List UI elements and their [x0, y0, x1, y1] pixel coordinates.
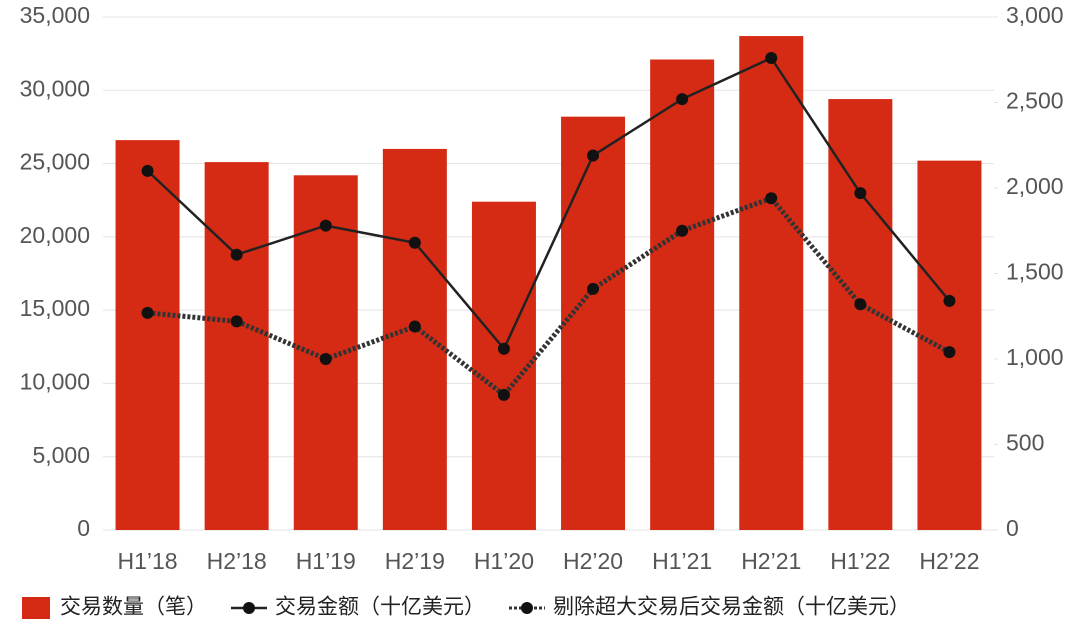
- y2-tick-label: 1,000: [1006, 344, 1064, 370]
- marker: [765, 192, 778, 205]
- x-tick-label: H1’20: [474, 548, 534, 574]
- line: [146, 56, 951, 352]
- x-tick-label: H1’22: [830, 548, 890, 574]
- x-tick-label: H1’18: [117, 548, 177, 574]
- marker: [676, 93, 689, 106]
- x-tick-label: H1’19: [296, 548, 356, 574]
- legend-label: 交易数量（笔）: [60, 596, 207, 619]
- x-tick-label: H2’18: [207, 548, 267, 574]
- marker: [230, 248, 243, 261]
- marker: [497, 342, 510, 355]
- legend-swatch: [22, 597, 50, 619]
- x-tick-label: H1’21: [652, 548, 712, 574]
- x-tick-label: H2’22: [919, 548, 979, 574]
- marker: [408, 236, 421, 249]
- line: [147, 195, 951, 399]
- bar: [115, 140, 180, 530]
- bar: [561, 116, 626, 530]
- legend-item: 交易金额（十亿美元）: [231, 596, 485, 619]
- bar: [204, 162, 269, 530]
- y-tick-label: 0: [77, 515, 90, 541]
- y2-tick-label: 2,500: [1006, 88, 1064, 114]
- y-tick-label: 10,000: [20, 369, 90, 395]
- marker: [943, 294, 956, 307]
- bar: [471, 201, 536, 530]
- legend-label: 交易金额（十亿美元）: [275, 596, 485, 619]
- y2-tick-label: 2,000: [1006, 173, 1064, 199]
- legend-item: 交易数量（笔）: [22, 596, 207, 619]
- bar: [293, 175, 358, 530]
- bar: [917, 160, 982, 530]
- marker: [943, 346, 956, 359]
- marker: [141, 306, 154, 319]
- y-tick-label: 35,000: [20, 2, 90, 28]
- y2-tick-label: 3,000: [1006, 2, 1064, 28]
- marker: [765, 52, 778, 65]
- y-tick-label: 25,000: [20, 149, 90, 175]
- legend-marker: [243, 602, 255, 614]
- bar: [739, 36, 804, 530]
- marker: [587, 149, 600, 162]
- y-tick-label: 5,000: [32, 442, 90, 468]
- legend-marker: [521, 602, 533, 614]
- marker: [141, 164, 154, 177]
- y-tick-label: 30,000: [20, 75, 90, 101]
- bar: [382, 148, 447, 530]
- y2-tick-label: 0: [1006, 515, 1019, 541]
- marker: [408, 320, 421, 333]
- marker: [230, 315, 243, 328]
- y2-tick-label: 1,500: [1006, 259, 1064, 285]
- legend-item: 剔除超大交易后交易金额（十亿美元）: [509, 596, 910, 619]
- y-tick-label: 20,000: [20, 222, 90, 248]
- legend-label: 剔除超大交易后交易金额（十亿美元）: [553, 596, 910, 619]
- marker: [319, 353, 332, 365]
- marker: [854, 187, 867, 200]
- marker: [497, 388, 510, 401]
- bar: [650, 59, 715, 531]
- marker: [676, 224, 689, 237]
- y2-tick-label: 500: [1006, 430, 1044, 456]
- marker: [587, 282, 600, 295]
- marker: [319, 219, 332, 232]
- x-tick-label: H2’20: [563, 548, 623, 574]
- x-tick-label: H2’19: [385, 548, 445, 574]
- y-tick-label: 15,000: [20, 295, 90, 321]
- x-tick-label: H2’21: [741, 548, 801, 574]
- marker: [854, 298, 867, 311]
